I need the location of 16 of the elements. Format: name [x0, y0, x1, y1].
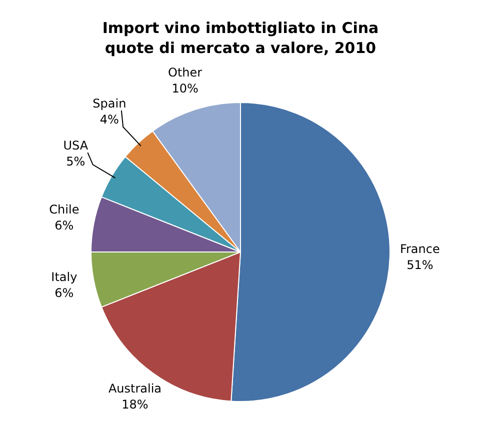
- data-label: 10%: [172, 81, 198, 96]
- slice-label: France: [400, 242, 440, 256]
- data-label: 4%: [100, 112, 119, 127]
- data-label: 6%: [54, 218, 74, 232]
- slice-label: Italy: [51, 270, 78, 284]
- chart-title: Import vino imbottigliato in Cina: [102, 18, 379, 37]
- slice-label: Chile: [49, 202, 80, 216]
- slice-label: Spain: [92, 96, 126, 111]
- data-label: 51%: [406, 258, 434, 272]
- chart-subtitle: quote di mercato a valore, 2010: [104, 38, 376, 57]
- data-label: 5%: [66, 154, 86, 169]
- slice-label: USA: [63, 138, 89, 153]
- slice-label: Australia: [108, 381, 162, 396]
- data-label: 6%: [54, 286, 74, 300]
- slice-label: Other: [168, 65, 202, 80]
- data-label: 18%: [122, 397, 148, 412]
